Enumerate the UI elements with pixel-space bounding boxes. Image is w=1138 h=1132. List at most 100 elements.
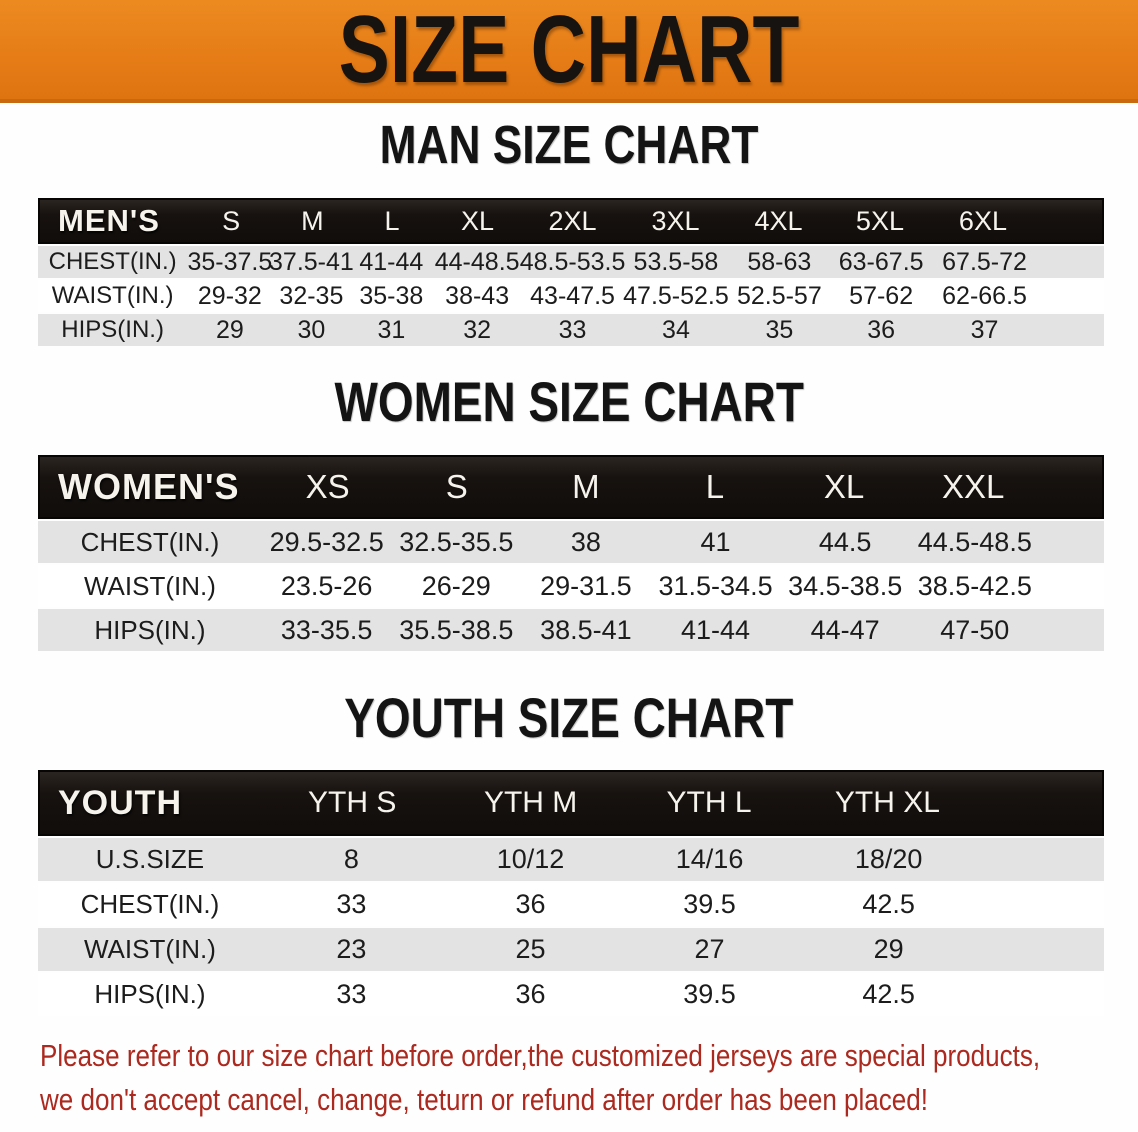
men-row-2-value-2: 31 [377, 315, 406, 344]
women-table-row-0: CHEST(IN.) 29.5-32.5 32.5-35.5 38 41 44.5 44.5… [38, 521, 1104, 563]
youth-size-header-2: YTH L [666, 786, 752, 819]
women-row-0-value-0: 29.5-32.5 [269, 526, 384, 557]
men-row-0-value-4: 48.5-53.5 [519, 247, 626, 276]
men-size-header-1: M [301, 205, 324, 236]
women-row-2-value-1: 35.5-38.5 [399, 614, 514, 645]
youth-table-row-3: HIPS(IN.) 33 36 39.5 42.5 [38, 973, 1104, 1016]
men-row-1-value-7: 57-62 [849, 281, 914, 310]
women-row-1-value-5: 38.5-42.5 [917, 570, 1032, 601]
size-chart-banner: SIZE CHART [0, 0, 1138, 103]
men-size-header-0: S [222, 205, 241, 236]
men-table-row-0: CHEST(IN.) 35-37.5 37.5-41 41-44 44-48.5 48.5… [38, 246, 1104, 278]
men-row-1-value-3: 38-43 [445, 281, 510, 310]
men-row-0-value-3: 44-48.5 [434, 247, 520, 276]
men-row-0-label: CHEST(IN.) [48, 248, 177, 275]
men-size-table: MEN'S S M L XL 2XL 3XL 4XL 5XL 6XL CHEST(IN.) 35-37… [38, 198, 1104, 346]
women-size-header-4: XL [823, 468, 865, 505]
men-row-0-value-7: 63-67.5 [838, 247, 924, 276]
youth-row-3-value-2: 39.5 [683, 979, 736, 1009]
youth-size-table: YOUTH YTH S YTH M YTH L YTH XL U.S.SIZE 8 10/12… [38, 770, 1104, 1016]
men-row-2-value-8: 37 [970, 315, 999, 344]
youth-size-header-1: YTH M [483, 786, 578, 819]
women-table-row-1: WAIST(IN.) 23.5-26 26-29 29-31.5 31.5-34.5 34… [38, 565, 1104, 607]
men-size-header-7: 5XL [855, 205, 904, 236]
youth-row-2-label: WAIST(IN.) [83, 934, 216, 964]
men-row-2-value-6: 35 [765, 315, 794, 344]
men-size-header-6: 4XL [754, 205, 803, 236]
women-row-0-value-5: 44.5-48.5 [917, 526, 1032, 557]
men-size-header-2: L [384, 205, 400, 236]
men-row-2-value-5: 34 [662, 315, 690, 344]
men-size-header-3: XL [460, 205, 495, 236]
men-row-0-value-2: 41-44 [359, 247, 424, 276]
men-row-1-value-8: 62-66.5 [942, 281, 1027, 310]
youth-row-2-value-1: 25 [515, 934, 546, 964]
women-size-header-1: S [445, 468, 468, 505]
youth-size-header-3: YTH XL [834, 786, 940, 819]
men-row-0-value-8: 67.5-72 [942, 247, 1027, 276]
youth-row-0-value-3: 18/20 [854, 844, 923, 874]
youth-row-1-value-2: 39.5 [683, 889, 736, 919]
women-table-header-row: WOMEN'S XS S M L XL XXL [38, 455, 1104, 519]
youth-row-0-value-2: 14/16 [675, 844, 744, 874]
women-row-2-value-5: 47-50 [940, 614, 1010, 645]
youth-row-3-value-3: 42.5 [862, 979, 915, 1009]
women-row-0-label: CHEST(IN.) [80, 526, 220, 557]
women-size-header-2: M [572, 468, 600, 505]
women-row-1-value-3: 31.5-34.5 [658, 570, 773, 601]
men-row-1-value-4: 43-47.5 [530, 281, 615, 310]
men-row-1-value-5: 47.5-52.5 [623, 281, 729, 310]
men-row-0-value-5: 53.5-58 [633, 247, 719, 276]
men-row-1-value-1: 32-35 [279, 281, 344, 310]
youth-row-0-value-0: 8 [343, 844, 359, 874]
youth-row-2-value-2: 27 [694, 934, 725, 964]
women-row-2-label: HIPS(IN.) [94, 614, 206, 645]
youth-row-3-label: HIPS(IN.) [94, 979, 206, 1009]
women-size-header-5: XXL [942, 468, 1005, 505]
youth-row-0-value-1: 10/12 [496, 844, 565, 874]
men-row-2-label: HIPS(IN.) [61, 316, 164, 343]
men-row-0-value-1: 37.5-41 [269, 247, 354, 276]
women-row-1-label: WAIST(IN.) [83, 570, 216, 601]
youth-table-row-2: WAIST(IN.) 23 25 27 29 [38, 928, 1104, 971]
men-row-0-value-6: 58-63 [747, 247, 812, 276]
men-row-2-value-3: 32 [463, 315, 492, 344]
men-row-1-value-2: 35-38 [359, 281, 424, 310]
youth-section-title: YOUTH SIZE CHART [0, 688, 1138, 748]
men-table-row-2: HIPS(IN.) 29 30 31 32 33 34 35 36 37 [38, 314, 1104, 346]
women-size-table: WOMEN'S XS S M L XL XXL CHEST(IN.) 29.5-32.5 32.5… [38, 455, 1104, 651]
men-section-title: MAN SIZE CHART [0, 116, 1138, 174]
men-section-title-text: MAN SIZE CHART [379, 115, 759, 175]
men-size-header-5: 3XL [651, 205, 700, 236]
youth-row-0-label: U.S.SIZE [95, 844, 205, 874]
youth-row-1-value-1: 36 [515, 889, 546, 919]
women-row-0-value-4: 44.5 [818, 526, 872, 557]
women-row-0-value-2: 38 [570, 526, 601, 557]
youth-row-3-value-1: 36 [515, 979, 546, 1009]
women-row-2-value-0: 33-35.5 [280, 614, 373, 645]
youth-row-1-value-3: 42.5 [862, 889, 915, 919]
disclaimer-line-2: we don't accept cancel, change, teturn o… [40, 1082, 929, 1117]
women-size-header-3: L [705, 468, 725, 505]
youth-table-row-1: CHEST(IN.) 33 36 39.5 42.5 [38, 883, 1104, 926]
men-row-1-label: WAIST(IN.) [51, 282, 174, 309]
youth-header-label: YOUTH [58, 783, 182, 822]
men-row-2-value-7: 36 [867, 315, 896, 344]
men-row-2-value-4: 33 [558, 315, 587, 344]
women-size-header-0: XS [305, 468, 350, 505]
youth-table-header-row: YOUTH YTH S YTH M YTH L YTH XL [38, 770, 1104, 836]
men-row-2-value-0: 29 [215, 315, 244, 344]
men-header-label: MEN'S [58, 203, 160, 238]
men-table-header-row: MEN'S S M L XL 2XL 3XL 4XL 5XL 6XL [38, 198, 1104, 244]
youth-row-3-value-0: 33 [336, 979, 367, 1009]
youth-size-header-0: YTH S [308, 786, 397, 819]
men-row-0-value-0: 35-37.5 [187, 247, 273, 276]
disclaimer-text: Please refer to our size chart before or… [40, 1034, 1120, 1122]
women-row-1-value-4: 34.5-38.5 [788, 570, 903, 601]
women-row-2-value-4: 44-47 [810, 614, 880, 645]
men-size-header-4: 2XL [548, 205, 597, 236]
women-row-2-value-2: 38.5-41 [540, 614, 632, 645]
women-row-1-value-1: 26-29 [421, 570, 491, 601]
youth-section-title-text: YOUTH SIZE CHART [344, 686, 794, 749]
